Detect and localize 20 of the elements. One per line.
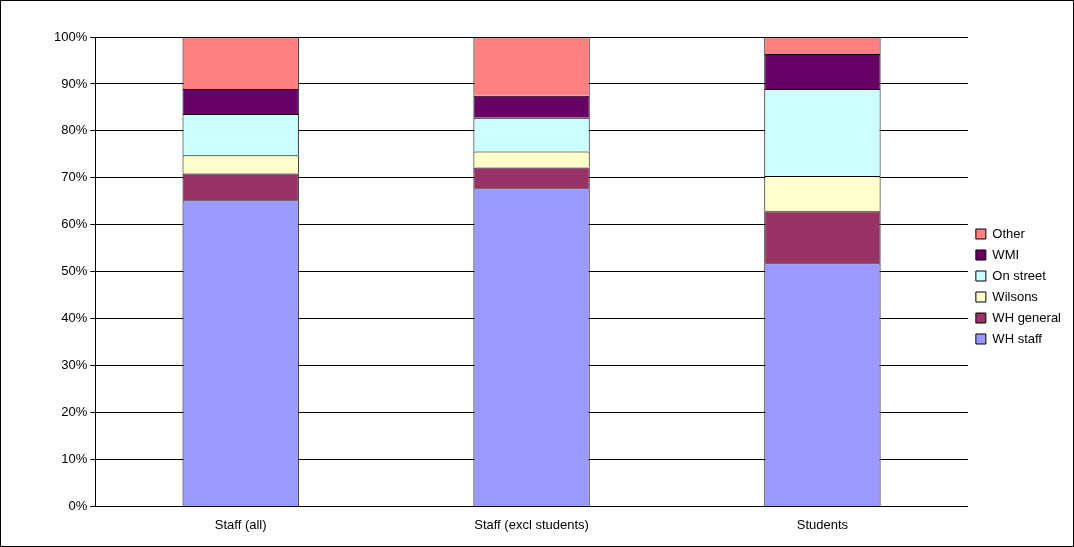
legend-label: WH staff: [992, 330, 1043, 346]
legend-label: WH general: [992, 309, 1062, 325]
legend-label: WMI: [992, 246, 1020, 262]
y-tick-label: 10%: [61, 451, 88, 467]
legend-label: On street: [992, 267, 1047, 283]
y-tick-label: 90%: [61, 75, 88, 91]
y-tick-label: 70%: [61, 169, 88, 185]
y-tick-label: 80%: [61, 122, 88, 138]
legend-label: Other: [992, 225, 1026, 241]
y-tick-label: 60%: [61, 216, 88, 232]
x-tick-label: Staff (excl students): [474, 516, 589, 532]
y-tick-label: 0%: [68, 497, 88, 513]
y-tick-label: 40%: [61, 310, 88, 326]
y-tick-label: 30%: [61, 357, 88, 373]
y-tick-label: 100%: [54, 28, 88, 44]
x-tick-label: Students: [796, 516, 849, 532]
x-tick-label: Staff (all): [214, 516, 267, 532]
legend-label: Wilsons: [992, 288, 1039, 304]
y-tick-label: 20%: [61, 404, 88, 420]
y-tick-label: 50%: [61, 263, 88, 279]
